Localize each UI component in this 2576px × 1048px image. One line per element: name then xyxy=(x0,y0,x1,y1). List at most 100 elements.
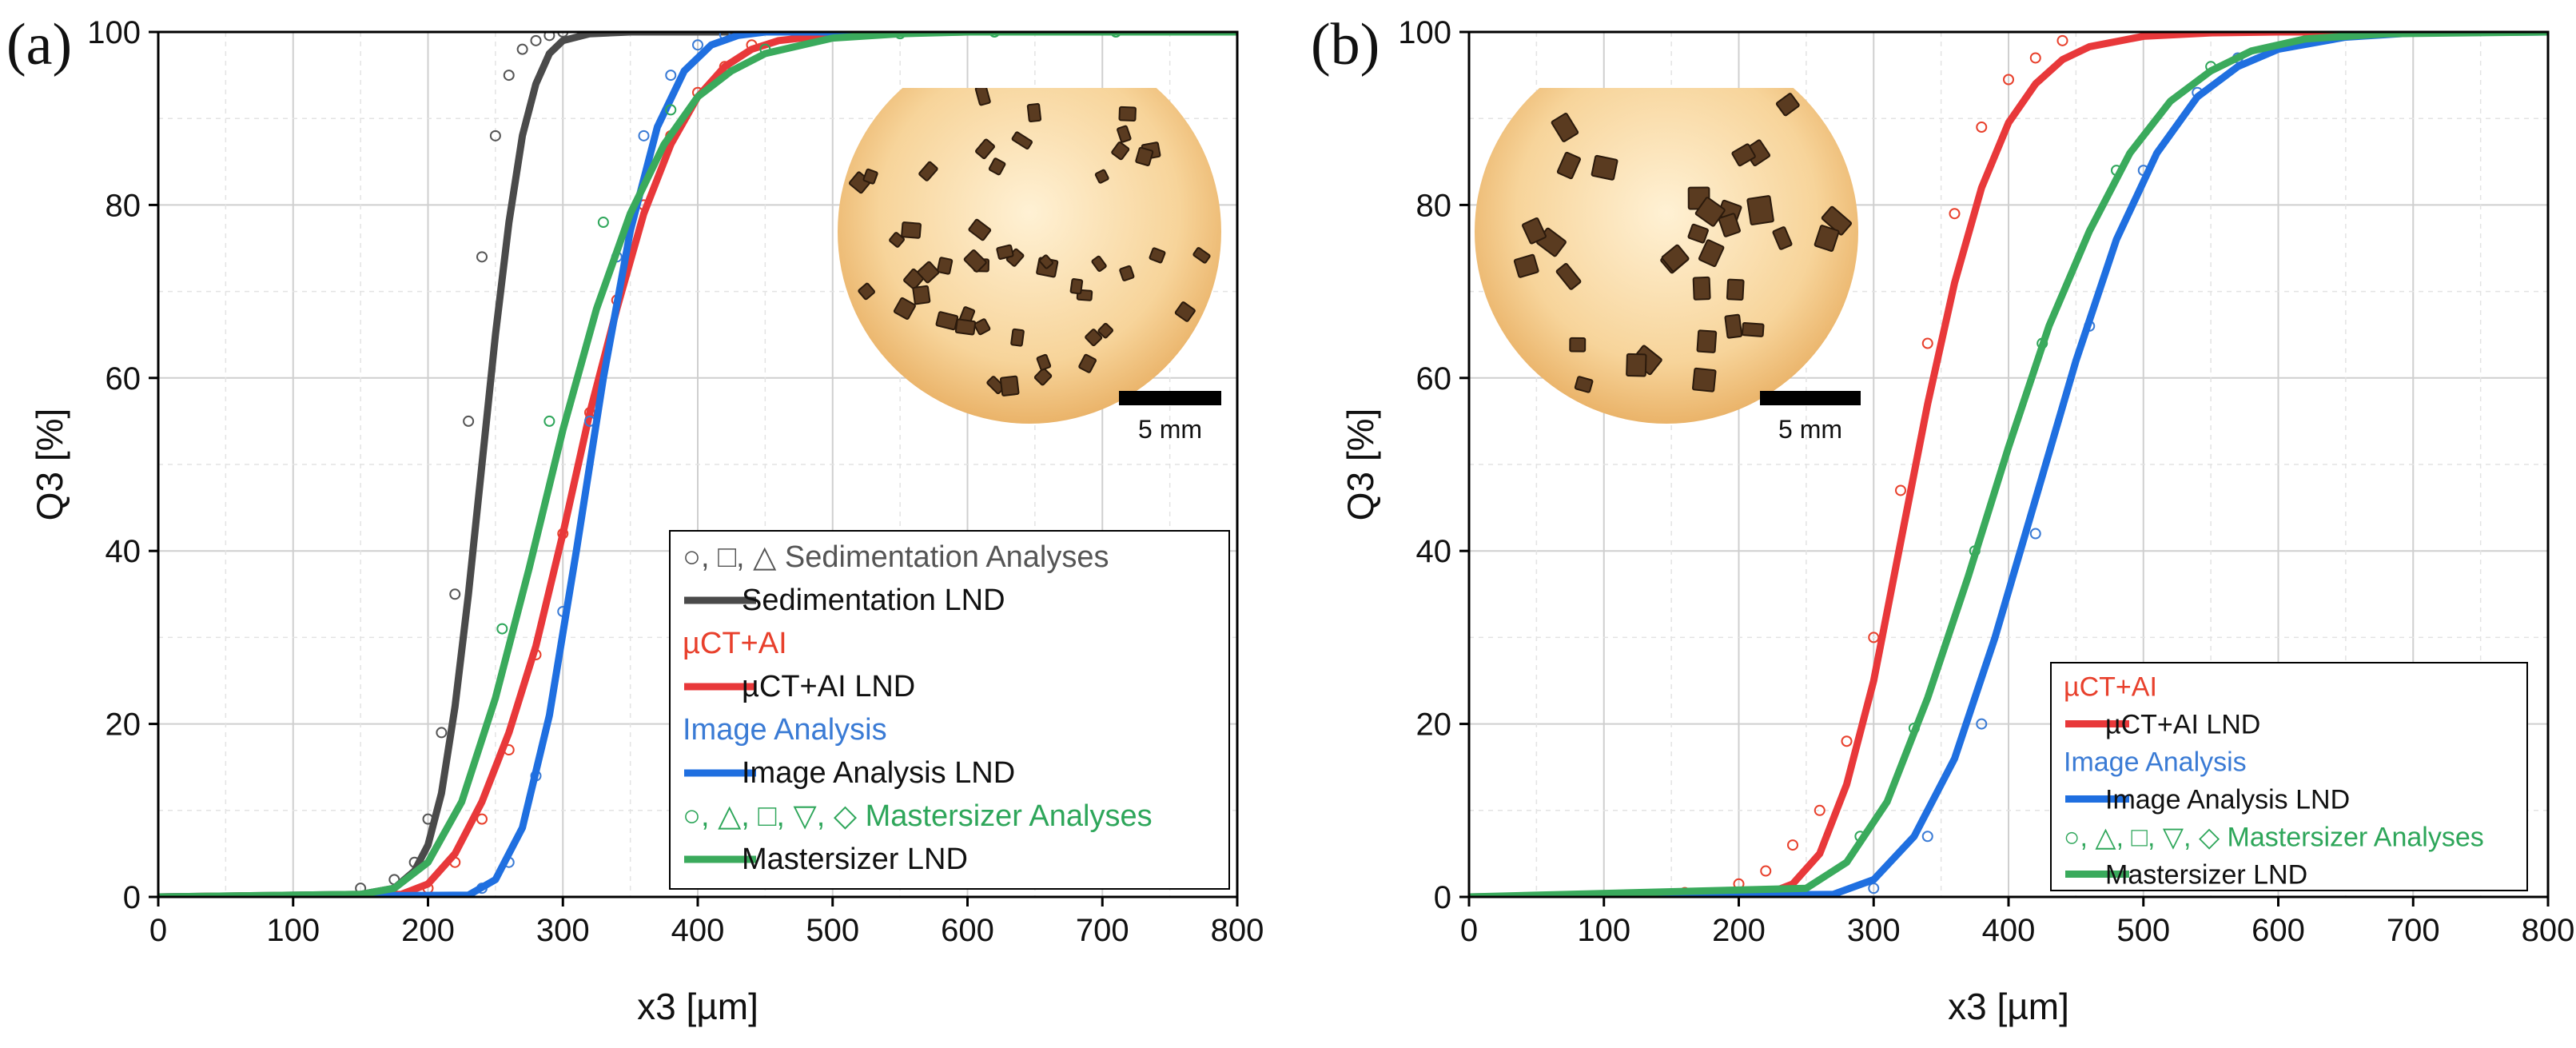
x-tick-label: 200 xyxy=(1712,913,1766,948)
crystal xyxy=(1574,376,1594,393)
data-point xyxy=(665,104,677,116)
x-tick-label: 700 xyxy=(1076,913,1129,948)
y-tick-label: 0 xyxy=(123,880,141,915)
data-point xyxy=(1760,865,1772,877)
series-line xyxy=(1469,32,2548,897)
crystal xyxy=(1085,329,1103,347)
y-tick-label: 100 xyxy=(87,15,141,50)
data-point xyxy=(1895,484,1906,496)
crystal xyxy=(1033,368,1053,386)
data-point xyxy=(1787,839,1798,851)
y-tick-label: 60 xyxy=(106,361,141,396)
y-tick-label: 100 xyxy=(1398,15,1451,50)
data-point xyxy=(557,32,569,38)
x-tick-label: 700 xyxy=(2387,913,2440,948)
crystal xyxy=(912,285,931,305)
crystal xyxy=(1522,217,1547,245)
crystal xyxy=(1038,254,1053,269)
crystal xyxy=(937,257,954,275)
crystal xyxy=(968,218,992,241)
data-point xyxy=(2029,528,2041,540)
y-axis-title: Q3 [%] xyxy=(1340,408,1381,521)
data-point xyxy=(530,34,542,46)
x-axis-title: x3 [µm] xyxy=(1948,986,2069,1027)
plot-area xyxy=(1469,32,2548,897)
data-point xyxy=(476,813,488,825)
crystal xyxy=(1772,226,1793,250)
panel-label: (b) xyxy=(1311,12,1380,78)
data-point xyxy=(1976,122,1988,133)
x-tick-label: 500 xyxy=(2116,913,2170,948)
crystal xyxy=(1010,328,1025,347)
x-tick-label: 100 xyxy=(266,913,320,948)
crystal xyxy=(1036,353,1052,371)
x-axis-title: x3 [µm] xyxy=(637,986,758,1027)
data-point xyxy=(1921,337,1933,349)
crystal xyxy=(975,138,995,160)
crystal xyxy=(1742,321,1765,337)
crystal xyxy=(1551,113,1579,142)
crystal xyxy=(1174,301,1196,322)
y-tick-label: 80 xyxy=(1416,188,1452,223)
crystal xyxy=(1118,106,1137,122)
crystal xyxy=(1821,205,1853,236)
crystal xyxy=(1726,278,1745,301)
crystal xyxy=(1192,247,1211,264)
crystal xyxy=(954,318,977,336)
x-tick-label: 0 xyxy=(1460,913,1478,948)
crystal xyxy=(1119,265,1135,281)
crystal xyxy=(858,282,875,301)
x-tick-label: 400 xyxy=(1982,913,2036,948)
data-point xyxy=(1841,735,1853,747)
panel-label: (a) xyxy=(6,12,72,78)
inset-microscope-image: 5 mm xyxy=(1475,88,1861,444)
crystal xyxy=(1696,329,1718,353)
series-line xyxy=(158,32,1237,897)
legend-label: Mastersizer LND xyxy=(742,843,968,876)
x-tick-label: 300 xyxy=(536,913,590,948)
crystal xyxy=(1626,353,1647,377)
crystal xyxy=(1091,255,1107,273)
crystal xyxy=(1513,253,1539,278)
crystal xyxy=(974,88,991,106)
x-tick-label: 500 xyxy=(806,913,859,948)
y-tick-label: 80 xyxy=(106,188,141,223)
legend-label: ○, △, □, ▽, ◇ Mastersizer Analyses xyxy=(683,799,1153,833)
x-tick-label: 800 xyxy=(2522,913,2575,948)
data-point xyxy=(665,70,677,82)
legend-box xyxy=(669,530,1230,890)
legend-label: Image Analysis xyxy=(2064,747,2247,778)
crystal xyxy=(1775,93,1800,117)
data-point xyxy=(436,727,448,739)
x-tick-label: 0 xyxy=(149,913,167,948)
legend-label: Image Analysis xyxy=(683,713,887,747)
legend-label: Mastersizer LND xyxy=(2105,860,2307,891)
crystal xyxy=(1078,353,1097,373)
x-tick-label: 800 xyxy=(1211,913,1264,948)
crystal xyxy=(1692,276,1711,301)
legend-label: ○, △, □, ▽, ◇ Mastersizer Analyses xyxy=(2064,823,2484,853)
crystal xyxy=(1687,223,1709,244)
legend-label: µCT+AI xyxy=(683,627,787,660)
crystal xyxy=(973,318,991,336)
microscope-field xyxy=(838,88,1221,424)
legend-label: ○, □, △ Sedimentation Analyses xyxy=(683,540,1109,574)
x-tick-label: 400 xyxy=(671,913,725,948)
crystal xyxy=(996,244,1014,260)
data-point xyxy=(2003,74,2014,86)
crystal xyxy=(1814,225,1840,252)
y-tick-label: 40 xyxy=(106,534,141,569)
crystal xyxy=(862,168,878,185)
panel-b: 5 mm 0 100 200 300 400 500 600 700 800 0 20 40 60 80 10… xyxy=(1311,12,2574,1027)
plot-area xyxy=(158,32,1237,897)
crystal xyxy=(1026,102,1042,123)
data-point xyxy=(463,415,475,427)
y-tick-label: 20 xyxy=(1416,707,1452,743)
crystal xyxy=(1692,367,1717,393)
y-tick-label: 20 xyxy=(106,707,141,743)
data-point xyxy=(489,130,501,141)
crystal xyxy=(1569,337,1587,353)
data-point xyxy=(1110,32,1122,38)
crystal xyxy=(1111,141,1130,161)
data-point xyxy=(2056,34,2068,46)
